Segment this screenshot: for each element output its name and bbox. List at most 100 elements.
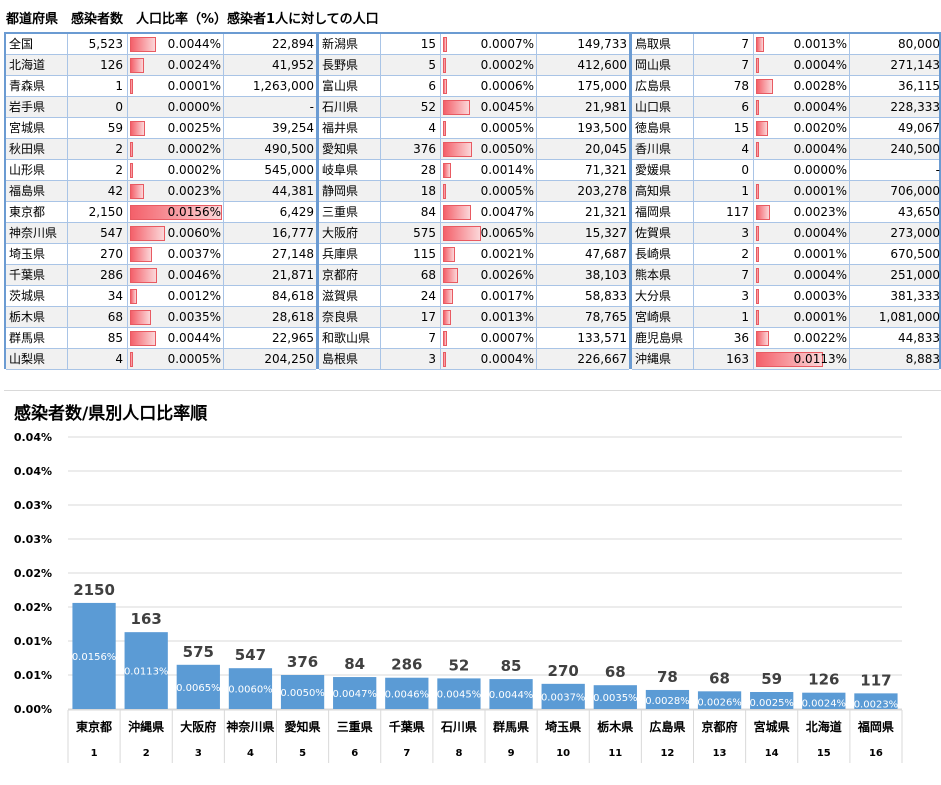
infection-count: 68 — [381, 265, 441, 285]
population-ratio: 0.0045% — [441, 97, 537, 117]
ratio-data-bar — [130, 310, 151, 325]
infection-count: 78 — [694, 76, 754, 96]
prefecture-name: 全国 — [6, 34, 68, 54]
prefecture-name: 愛媛県 — [632, 160, 694, 180]
table-row: 愛知県 376 0.0050% 20,045 — [319, 139, 629, 160]
x-rank-label: 9 — [508, 748, 515, 759]
population-per-case: 21,871 — [272, 268, 314, 282]
table-row: 富山県 6 0.0006% 175,000 — [319, 76, 629, 97]
population-per-case: 41,952 — [272, 58, 314, 72]
table-row: 鹿児島県 36 0.0022% 44,833 — [632, 328, 940, 349]
population-ratio: 0.0002% — [128, 160, 224, 180]
table-block-3: 鳥取県 7 0.0013% 80,000 岡山県 7 0.0004% 271,143 広島県 78… — [630, 32, 941, 370]
table-row: 山梨県 4 0.0005% 204,250 — [6, 349, 316, 370]
x-rank-label: 11 — [608, 748, 622, 759]
ratio-data-bar — [443, 226, 482, 241]
population-per-case: 49,067 — [898, 121, 940, 135]
infection-count: 4 — [694, 139, 754, 159]
infection-count: 3 — [694, 223, 754, 243]
prefecture-name: 宮崎県 — [632, 307, 694, 327]
ratio-data-bar — [130, 289, 138, 304]
y-tick-label: 0.02% — [14, 601, 52, 614]
bar-count-label: 286 — [391, 656, 422, 674]
population-per-case: - — [309, 100, 314, 114]
prefecture-name: 山口県 — [632, 97, 694, 117]
bar-value-label: 0.0026% — [697, 697, 742, 708]
table-row: 福岡県 117 0.0023% 43,650 — [632, 202, 940, 223]
table-block-1: 全国 5,523 0.0044% 22,894 北海道 126 0.0024% 41,952 青… — [4, 32, 318, 370]
prefecture-name: 広島県 — [632, 76, 694, 96]
population-per-case: 271,143 — [890, 58, 940, 72]
infection-count: 24 — [381, 286, 441, 306]
infection-count: 17 — [381, 307, 441, 327]
table-row: 山口県 6 0.0004% 228,333 — [632, 97, 940, 118]
infection-count: 2,150 — [68, 202, 128, 222]
table-row: 福井県 4 0.0005% 193,500 — [319, 118, 629, 139]
prefecture-name: 北海道 — [6, 55, 68, 75]
population-per-case: 15,327 — [585, 226, 627, 240]
ratio-data-bar — [443, 289, 454, 304]
table-row: 宮崎県 1 0.0001% 1,081,000 — [632, 307, 940, 328]
bar-value-label: 0.0023% — [854, 699, 899, 710]
ratio-data-bar — [756, 58, 759, 73]
infection-count: 0 — [694, 160, 754, 180]
ratio-data-bar — [443, 205, 471, 220]
population-per-case: 381,333 — [890, 289, 940, 303]
population-per-case: 670,500 — [890, 247, 940, 261]
prefecture-name: 福岡県 — [632, 202, 694, 222]
bar-count-label: 575 — [183, 643, 214, 661]
table-block-2: 新潟県 15 0.0007% 149,733 長野県 5 0.0002% 412,600 富山県… — [317, 32, 631, 370]
bar-value-label: 0.0156% — [72, 652, 117, 663]
x-category-label: 福岡県 — [857, 719, 894, 734]
x-rank-label: 6 — [351, 748, 358, 759]
table-row: 兵庫県 115 0.0021% 47,687 — [319, 244, 629, 265]
table-row: 三重県 84 0.0047% 21,321 — [319, 202, 629, 223]
infection-count: 5 — [381, 55, 441, 75]
y-tick-label: 0.04% — [14, 465, 52, 478]
population-ratio: 0.0002% — [441, 55, 537, 75]
ratio-data-bar — [756, 100, 759, 115]
prefecture-name: 鹿児島県 — [632, 328, 694, 348]
population-ratio: 0.0017% — [441, 286, 537, 306]
prefecture-name: 兵庫県 — [319, 244, 381, 264]
bar-count-label: 85 — [501, 657, 522, 675]
y-tick-label: 0.04% — [14, 431, 52, 444]
infection-count: 6 — [381, 76, 441, 96]
infection-count: 84 — [381, 202, 441, 222]
bar-value-label: 0.0044% — [489, 690, 534, 701]
population-per-case: 21,321 — [585, 205, 627, 219]
table-row: 佐賀県 3 0.0004% 273,000 — [632, 223, 940, 244]
table-row: 秋田県 2 0.0002% 490,500 — [6, 139, 316, 160]
table-row: 山形県 2 0.0002% 545,000 — [6, 160, 316, 181]
bar-chart: 0.00% 0.01% 0.01% 0.02% 0.02% 0.03% 0.03% 0.04%… — [14, 431, 903, 763]
prefecture-name: 三重県 — [319, 202, 381, 222]
infection-count: 85 — [68, 328, 128, 348]
bar-count-label: 117 — [860, 671, 891, 689]
ratio-data-bar — [756, 142, 759, 157]
table-row: 群馬県 85 0.0044% 22,965 — [6, 328, 316, 349]
bar-count-label: 68 — [709, 669, 730, 687]
x-rank-label: 13 — [713, 748, 727, 759]
table-row: 岐阜県 28 0.0014% 71,321 — [319, 160, 629, 181]
bar-count-label: 59 — [761, 670, 782, 688]
table-row: 愛媛県 0 0.0000% - — [632, 160, 940, 181]
ratio-data-bar — [130, 226, 166, 241]
infection-count: 1 — [68, 76, 128, 96]
population-ratio: 0.0065% — [441, 223, 537, 243]
infection-count: 7 — [694, 55, 754, 75]
population-per-case: 44,381 — [272, 184, 314, 198]
table-row: 和歌山県 7 0.0007% 133,571 — [319, 328, 629, 349]
infection-count: 28 — [381, 160, 441, 180]
population-per-case: 78,765 — [585, 310, 627, 324]
x-category-label: 栃木県 — [597, 719, 633, 734]
population-ratio: 0.0020% — [754, 118, 850, 138]
table-row: 奈良県 17 0.0013% 78,765 — [319, 307, 629, 328]
bar-value-label: 0.0065% — [176, 683, 221, 694]
x-rank-label: 7 — [403, 748, 410, 759]
population-ratio: 0.0004% — [754, 97, 850, 117]
population-ratio: 0.0014% — [441, 160, 537, 180]
table-row: 鳥取県 7 0.0013% 80,000 — [632, 34, 940, 55]
population-per-case: 226,667 — [577, 352, 627, 366]
prefecture-name: 東京都 — [6, 202, 68, 222]
bar-count-label: 52 — [449, 656, 470, 674]
